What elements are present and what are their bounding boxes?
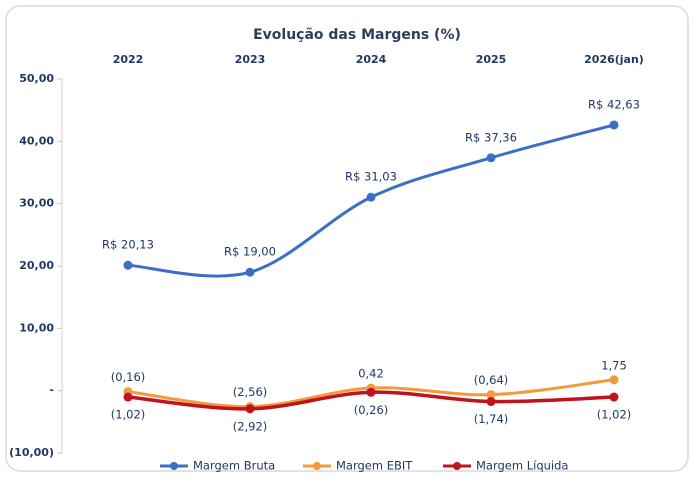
x-tick-label: 2022 bbox=[113, 53, 144, 66]
legend-label: Margem Líquida bbox=[476, 459, 568, 473]
y-tick-label: - bbox=[49, 384, 54, 397]
data-point bbox=[486, 397, 496, 407]
data-label: R$ 20,13 bbox=[102, 238, 154, 252]
x-tick-label: 2024 bbox=[356, 53, 387, 66]
chart-frame bbox=[5, 5, 689, 472]
data-label: R$ 42,63 bbox=[588, 97, 640, 111]
data-point bbox=[609, 375, 619, 385]
y-tick-label: 10,00 bbox=[19, 321, 54, 334]
y-tick-label: 20,00 bbox=[19, 259, 54, 272]
data-label: R$ 19,00 bbox=[224, 245, 276, 259]
data-point bbox=[609, 120, 619, 130]
data-point bbox=[366, 192, 376, 202]
data-label: R$ 31,03 bbox=[345, 170, 397, 184]
data-point bbox=[245, 267, 255, 277]
data-point bbox=[245, 404, 255, 414]
data-point bbox=[366, 387, 376, 397]
data-label: 1,75 bbox=[601, 358, 627, 372]
y-tick-label: (10,00) bbox=[9, 446, 54, 459]
data-point bbox=[609, 392, 619, 402]
y-tick-label: 30,00 bbox=[19, 197, 54, 210]
y-tick-label: 40,00 bbox=[19, 134, 54, 147]
data-label: R$ 37,36 bbox=[465, 130, 517, 144]
legend-label: Margem Bruta bbox=[193, 459, 275, 473]
data-point bbox=[123, 260, 133, 270]
data-point bbox=[486, 153, 496, 163]
data-label: (0,16) bbox=[111, 370, 146, 384]
data-label: (1,02) bbox=[597, 408, 632, 422]
data-label: (2,56) bbox=[233, 385, 268, 399]
chart-title: Evolução das Margens (%) bbox=[253, 27, 461, 43]
data-label: (0,26) bbox=[354, 403, 389, 417]
data-label: (1,02) bbox=[111, 408, 146, 422]
data-label: (0,64) bbox=[474, 373, 509, 387]
y-tick-label: 50,00 bbox=[19, 72, 54, 85]
legend-marker bbox=[453, 462, 461, 470]
data-label: (2,92) bbox=[233, 419, 268, 433]
legend-marker bbox=[313, 462, 321, 470]
x-tick-label: 2025 bbox=[476, 53, 507, 66]
data-label: (1,74) bbox=[474, 412, 509, 426]
legend-marker bbox=[170, 462, 178, 470]
legend-label: Margem EBIT bbox=[336, 459, 413, 473]
x-tick-label: 2026(jan) bbox=[584, 53, 644, 66]
data-point bbox=[486, 390, 496, 400]
x-tick-label: 2023 bbox=[235, 53, 266, 66]
data-point bbox=[123, 392, 133, 402]
data-label: 0,42 bbox=[358, 367, 384, 381]
